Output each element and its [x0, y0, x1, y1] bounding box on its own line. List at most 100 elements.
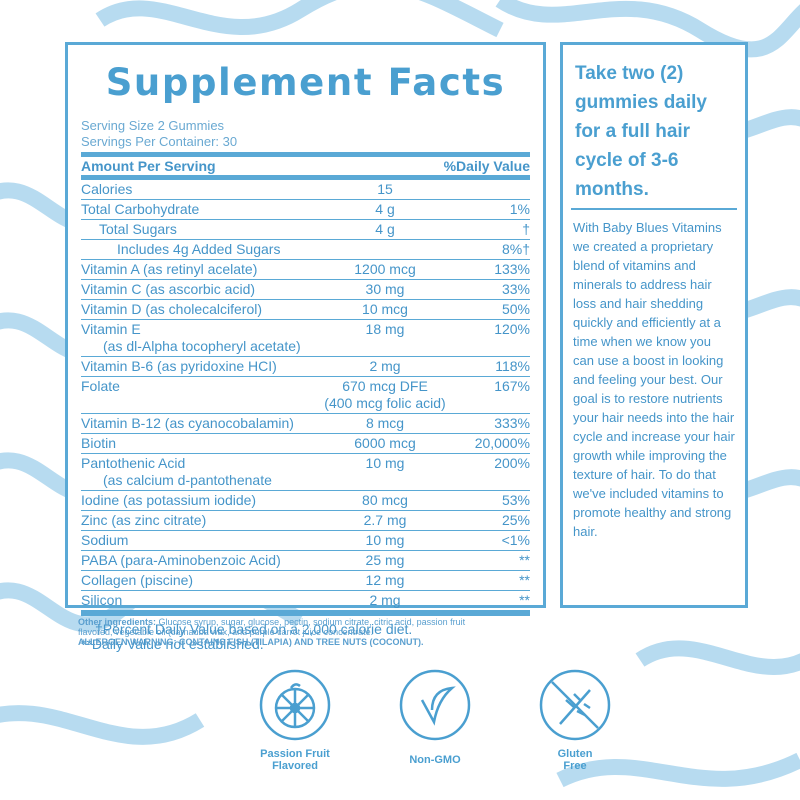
- name: Vitamin E: [81, 321, 141, 337]
- amount-cell: 6000 mcg: [310, 435, 460, 452]
- nutrient-row: Iodine (as potassium iodide) 80 mcg 53%: [81, 491, 530, 511]
- dv-cell: **: [460, 592, 530, 609]
- nutrient-name: Silicon: [81, 592, 310, 609]
- allergen-warning: ALLERGEN WARNING: CONTAINS FISH (TILAPIA…: [78, 637, 424, 647]
- amount: 25 mg: [365, 552, 405, 568]
- footnote: **Daily Value not established.: [81, 636, 264, 652]
- dv-header: %Daily Value: [443, 158, 530, 174]
- name: Vitamin D (as cholecalciferol): [81, 301, 263, 317]
- nutrient-name: Vitamin A (as retinyl acelate): [81, 261, 310, 278]
- dv-cell: **: [460, 572, 530, 589]
- amount-cell: 10 mcg: [310, 301, 460, 318]
- nutrient-row: Sodium 10 mg <1%: [81, 531, 530, 551]
- amount: 18 mg: [365, 321, 405, 337]
- name: Vitamin B-12 (as cyanocobalamin): [81, 415, 294, 431]
- dv-cell: 200%: [460, 455, 530, 489]
- dv-cell: 8%†: [460, 241, 530, 258]
- dv-cell: <1%: [460, 532, 530, 549]
- amount-cell: 670 mcg DFE (400 mcg folic acid): [310, 378, 460, 412]
- serving-size: Serving Size 2 Gummies: [81, 118, 225, 133]
- amount-cell: 18 mg: [310, 321, 460, 355]
- nutrient-row: Vitamin D (as cholecalciferol) 10 mcg 50%: [81, 300, 530, 320]
- amount-cell: 4 g: [310, 221, 460, 238]
- nutrient-row: Vitamin E (as dl-Alpha tocopheryl acetate…: [81, 320, 530, 357]
- amount-cell: 30 mg: [310, 281, 460, 298]
- daily-value: 333%: [494, 415, 530, 431]
- amount: 15: [377, 181, 393, 197]
- daily-value: †: [522, 221, 530, 237]
- nutrient-row: Calories 15: [81, 180, 530, 200]
- daily-value: 53%: [501, 492, 530, 508]
- amount: 4 g: [375, 221, 395, 237]
- amount-header: Amount Per Serving: [81, 158, 216, 174]
- nutrient-name: Vitamin E (as dl-Alpha tocopheryl acetate…: [81, 321, 310, 355]
- nutrient-row: Vitamin A (as retinyl acelate) 1200 mcg 13…: [81, 260, 530, 280]
- dv-cell: **: [460, 552, 530, 569]
- dv-cell: 120%: [460, 321, 530, 355]
- name: Sodium: [81, 532, 129, 548]
- dv-cell: 333%: [460, 415, 530, 432]
- amount: 4 g: [375, 201, 395, 217]
- nutrient-name: Folate: [81, 378, 310, 412]
- name: Total Sugars: [99, 221, 177, 237]
- name: Silicon: [81, 592, 123, 608]
- dv-cell: 133%: [460, 261, 530, 278]
- nutrient-name: Total Carbohydrate: [81, 201, 310, 218]
- amount-cell: 10 mg: [310, 532, 460, 549]
- nutrient-name: Collagen (piscine): [81, 572, 310, 589]
- servings-per-container: Servings Per Container: 30: [81, 134, 238, 149]
- nutrient-name: Pantothenic Acid (as calcium d-pantothena…: [81, 455, 310, 489]
- usage-box: Take two (2) gummies daily for a full ha…: [560, 42, 748, 608]
- nutrient-name: Sodium: [81, 532, 310, 549]
- usage-body: With Baby Blues Vitamins we created a pr…: [573, 220, 735, 539]
- dv-cell: 53%: [460, 492, 530, 509]
- dv-cell: [460, 181, 530, 198]
- amount-cell: 2 mg: [310, 358, 460, 375]
- footnote: †Percent Daily Value based on a 2,000 ca…: [95, 621, 413, 637]
- dv-cell: 20,000%: [460, 435, 530, 452]
- badge-label: Passion Fruit Flavored: [260, 748, 330, 772]
- nutrient-name: Includes 4g Added Sugars: [81, 241, 310, 258]
- usage-headline: Take two (2) gummies daily for a full ha…: [571, 45, 737, 210]
- nutrient-name: Biotin: [81, 435, 310, 452]
- daily-value: 33%: [501, 281, 530, 297]
- amount: 2 mg: [369, 592, 401, 608]
- nutrient-name: Vitamin B-12 (as cyanocobalamin): [81, 415, 310, 432]
- name: Pantothenic Acid: [81, 455, 186, 471]
- amount: 10 mcg: [362, 301, 408, 317]
- dv-cell: 167%: [460, 378, 530, 412]
- amount-detail: (400 mcg folic acid): [324, 395, 446, 411]
- amount: 80 mcg: [362, 492, 408, 508]
- daily-value: 50%: [501, 301, 530, 317]
- panel-title: Supplement Facts: [105, 61, 506, 104]
- nutrient-row: Collagen (piscine) 12 mg **: [81, 571, 530, 591]
- amount-cell: 4 g: [310, 201, 460, 218]
- nutrient-row: Total Carbohydrate 4 g 1%: [81, 200, 530, 220]
- amount: 8 mcg: [365, 415, 405, 431]
- daily-value: 120%: [494, 321, 530, 337]
- nutrient-row: Silicon 2 mg **: [81, 591, 530, 611]
- amount: 670 mcg DFE: [342, 378, 428, 394]
- dv-cell: 1%: [460, 201, 530, 218]
- name: Collagen (piscine): [81, 572, 194, 588]
- amount: 6000 mcg: [354, 435, 416, 451]
- daily-value: 200%: [494, 455, 530, 471]
- nutrient-name: Vitamin D (as cholecalciferol): [81, 301, 310, 318]
- name-detail: (as calcium d-pantothenate: [103, 472, 272, 488]
- name: Vitamin B-6 (as pyridoxine HCI): [81, 358, 277, 374]
- nutrient-row: Vitamin C (as ascorbic acid) 30 mg 33%: [81, 280, 530, 300]
- name: Zinc (as zinc citrate): [81, 512, 207, 528]
- nutrient-row: PABA (para-Aminobenzoic Acid) 25 mg **: [81, 551, 530, 571]
- amount-cell: 15: [310, 181, 460, 198]
- nutrient-name: PABA (para-Aminobenzoic Acid): [81, 552, 310, 569]
- nutrient-row: Biotin 6000 mcg 20,000%: [81, 434, 530, 454]
- nutrient-name: Total Sugars: [81, 221, 310, 238]
- amount-cell: 80 mcg: [310, 492, 460, 509]
- nutrient-name: Calories: [81, 181, 310, 198]
- daily-value: 8%†: [501, 241, 530, 257]
- daily-value: 167%: [494, 378, 530, 394]
- amount: 30 mg: [365, 281, 405, 297]
- dv-cell: 33%: [460, 281, 530, 298]
- name: Total Carbohydrate: [81, 201, 200, 217]
